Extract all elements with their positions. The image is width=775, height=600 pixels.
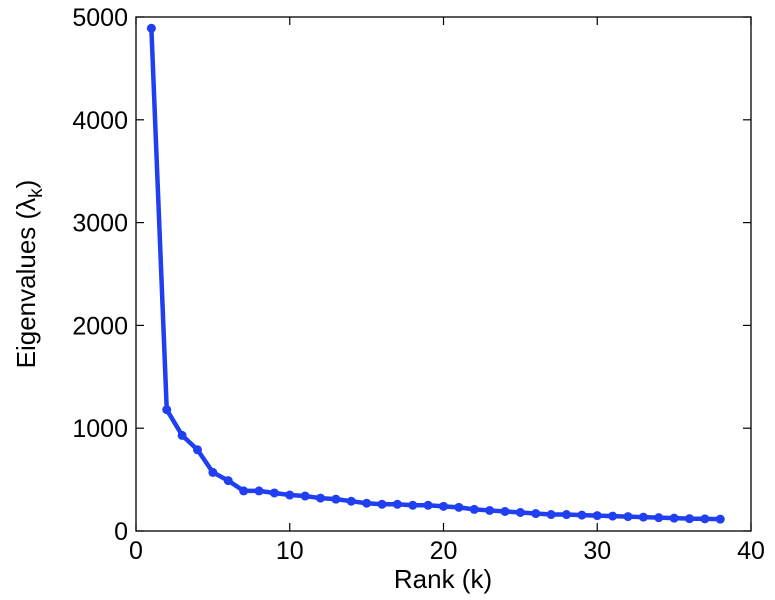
data-point <box>669 513 679 523</box>
data-point <box>208 467 218 477</box>
data-point <box>423 500 433 510</box>
y-axis-label-close: ) <box>11 180 41 189</box>
data-point <box>592 511 602 521</box>
data-point <box>408 500 418 510</box>
x-tick-label: 20 <box>430 537 458 565</box>
tick-labels: 0 10 20 30 40 0 1000 2000 3000 4000 5000 <box>72 4 765 565</box>
data-point <box>300 491 310 501</box>
data-point <box>700 514 710 524</box>
data-point <box>285 490 295 500</box>
data-point <box>485 505 495 515</box>
data-point <box>392 499 402 509</box>
data-point <box>269 488 279 498</box>
tick-marks <box>135 16 752 532</box>
data-point <box>193 445 202 455</box>
data-point <box>316 493 325 503</box>
y-tick-label: 2000 <box>72 312 128 340</box>
data-point <box>331 494 341 504</box>
y-tick-label: 0 <box>114 518 128 546</box>
data-point <box>162 405 172 415</box>
data-point <box>638 512 648 522</box>
series-layer <box>146 23 725 524</box>
y-tick-label: 5000 <box>72 4 128 32</box>
data-point <box>454 502 464 512</box>
x-tick-label: 40 <box>737 537 765 565</box>
y-axis-label-subscript: k <box>26 188 47 198</box>
data-point <box>177 430 187 440</box>
y-tick-label: 4000 <box>72 107 128 135</box>
y-axis-label: Eigenvalues (λk) <box>11 180 47 369</box>
data-point <box>469 504 479 514</box>
data-point <box>500 506 510 516</box>
data-point <box>377 499 387 509</box>
plot-area <box>135 16 752 532</box>
data-point <box>531 509 541 519</box>
y-axis-label-main: Eigenvalues (λ <box>11 198 41 369</box>
x-tick-label: 0 <box>129 537 143 565</box>
x-tick-label: 30 <box>583 537 611 565</box>
y-tick-label: 3000 <box>72 210 128 238</box>
data-point <box>562 510 571 520</box>
x-tick-label: 10 <box>276 537 304 565</box>
data-point <box>223 476 233 486</box>
data-point <box>239 486 249 496</box>
y-tick-label: 1000 <box>72 415 128 443</box>
x-axis-label: Rank (k) <box>394 564 492 594</box>
data-point <box>546 510 556 520</box>
data-point <box>715 514 725 524</box>
data-point <box>623 512 633 522</box>
data-point <box>254 486 264 496</box>
data-point <box>654 513 664 523</box>
data-point <box>577 510 587 520</box>
data-point <box>439 501 448 511</box>
data-point <box>608 511 618 521</box>
data-point <box>515 507 525 517</box>
data-point <box>685 514 694 524</box>
data-point <box>346 496 356 506</box>
data-point <box>362 498 372 508</box>
data-point <box>146 23 156 33</box>
